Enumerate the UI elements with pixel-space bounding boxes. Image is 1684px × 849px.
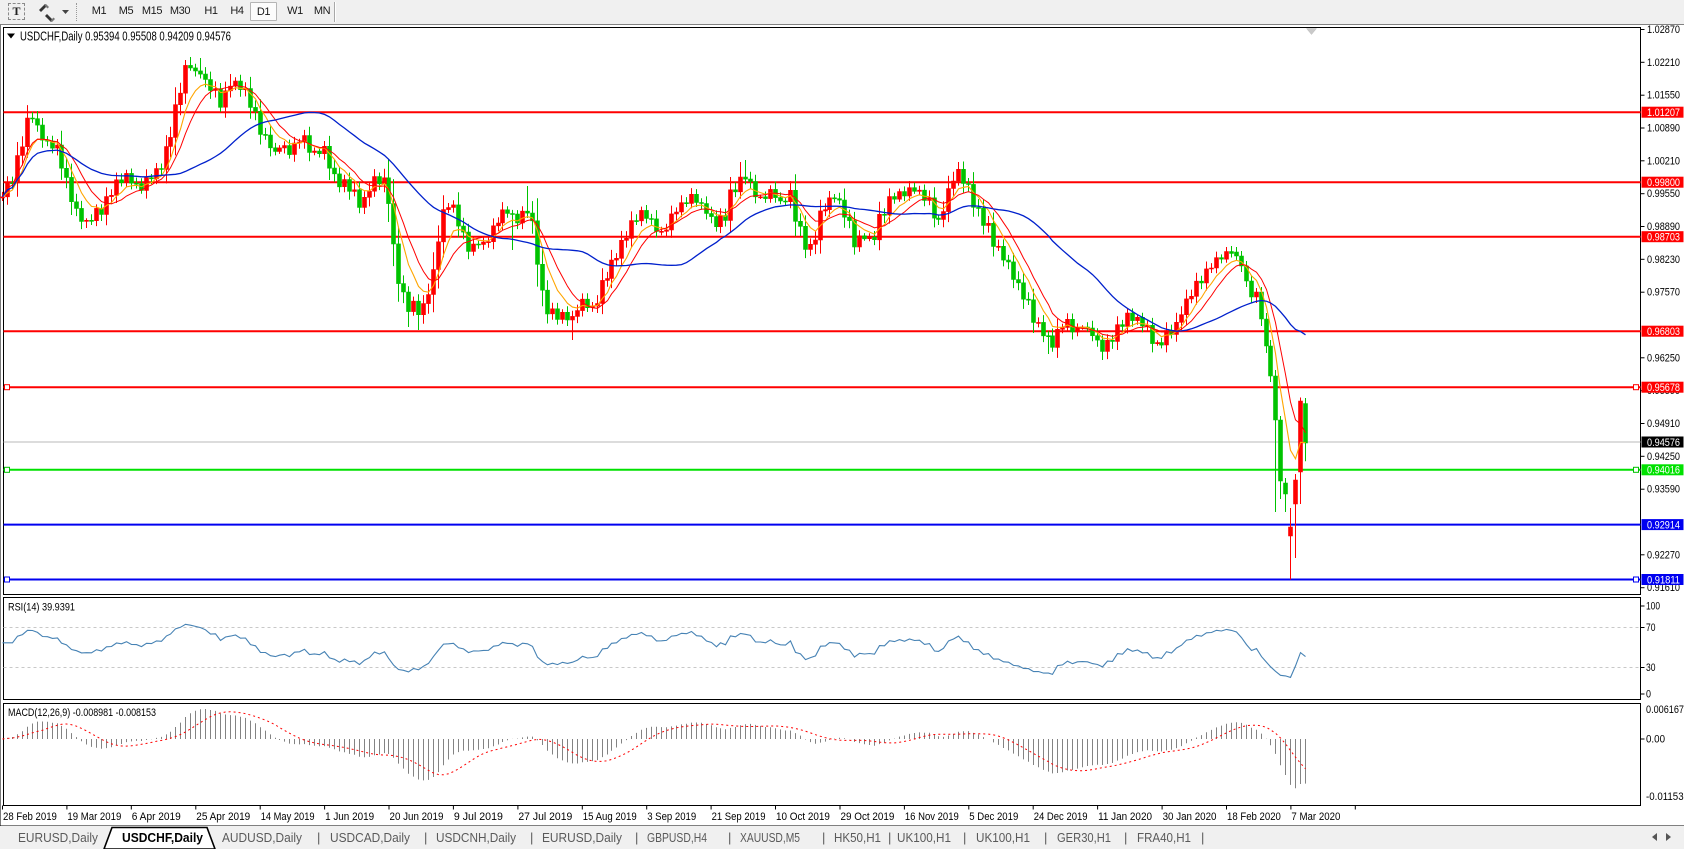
svg-text:15 Aug 2019: 15 Aug 2019 (583, 811, 637, 823)
svg-text:9 Jul 2019: 9 Jul 2019 (454, 811, 503, 823)
svg-text:0.95678: 0.95678 (1647, 382, 1680, 394)
svg-text:1.00210: 1.00210 (1647, 155, 1680, 167)
svg-text:0.91610: 0.91610 (1647, 582, 1680, 594)
svg-text:HK50,H1: HK50,H1 (834, 830, 881, 845)
svg-text:0.97570: 0.97570 (1647, 287, 1680, 299)
svg-text:0.98230: 0.98230 (1647, 254, 1680, 266)
svg-text:5 Dec 2019: 5 Dec 2019 (969, 811, 1018, 823)
svg-text:|: | (424, 830, 427, 845)
svg-text:1.00890: 1.00890 (1647, 123, 1680, 135)
svg-text:3 Sep 2019: 3 Sep 2019 (647, 811, 696, 823)
svg-text:0: 0 (1646, 689, 1651, 701)
svg-text:27 Jul 2019: 27 Jul 2019 (518, 811, 572, 823)
svg-text:19 Mar 2019: 19 Mar 2019 (67, 811, 121, 823)
svg-text:0.96803: 0.96803 (1647, 326, 1680, 338)
svg-text:0.006167: 0.006167 (1646, 704, 1684, 716)
svg-text:EURUSD,Daily: EURUSD,Daily (18, 830, 98, 845)
svg-text:1 Jun 2019: 1 Jun 2019 (325, 811, 374, 823)
svg-text:28 Feb 2019: 28 Feb 2019 (3, 811, 57, 823)
svg-text:18 Feb 2020: 18 Feb 2020 (1227, 811, 1281, 823)
svg-text:0.92914: 0.92914 (1647, 519, 1680, 531)
svg-text:|: | (822, 830, 825, 845)
svg-text:7 Mar 2020: 7 Mar 2020 (1291, 811, 1340, 823)
svg-text:GBPUSD,H4: GBPUSD,H4 (647, 830, 707, 845)
svg-text:RSI(14) 39.9391: RSI(14) 39.9391 (8, 602, 75, 614)
svg-text:0.91811: 0.91811 (1647, 574, 1680, 586)
svg-text:USDCAD,Daily: USDCAD,Daily (330, 830, 410, 845)
svg-text:1.01550: 1.01550 (1647, 90, 1680, 102)
svg-text:GER30,H1: GER30,H1 (1057, 830, 1111, 845)
svg-text:70: 70 (1646, 622, 1656, 634)
svg-text:-0.011531: -0.011531 (1646, 791, 1684, 803)
svg-text:0.93590: 0.93590 (1647, 484, 1680, 496)
svg-text:|: | (728, 830, 731, 845)
svg-text:FRA40,H1: FRA40,H1 (1137, 830, 1191, 845)
svg-text:1.02870: 1.02870 (1647, 24, 1680, 36)
svg-text:30: 30 (1646, 662, 1656, 674)
svg-text:0.94250: 0.94250 (1647, 451, 1680, 463)
svg-text:MACD(12,26,9) -0.008981 -0.008: MACD(12,26,9) -0.008981 -0.008153 (8, 707, 156, 719)
svg-text:29 Oct 2019: 29 Oct 2019 (841, 811, 895, 823)
svg-text:0.94910: 0.94910 (1647, 418, 1680, 430)
svg-text:0.99550: 0.99550 (1647, 188, 1680, 200)
svg-text:|: | (317, 830, 320, 845)
svg-text:UK100,H1: UK100,H1 (976, 830, 1030, 845)
svg-text:|: | (635, 830, 638, 845)
svg-text:|: | (1124, 830, 1127, 845)
svg-text:AUDUSD,Daily: AUDUSD,Daily (222, 830, 302, 845)
svg-text:UK100,H1: UK100,H1 (897, 830, 951, 845)
svg-text:0.98703: 0.98703 (1647, 232, 1680, 244)
svg-text:EURUSD,Daily: EURUSD,Daily (542, 830, 622, 845)
svg-text:0.99800: 0.99800 (1647, 177, 1680, 189)
svg-text:1.02210: 1.02210 (1647, 57, 1680, 69)
svg-text:XAUUSD,M5: XAUUSD,M5 (740, 830, 800, 845)
svg-text:21 Sep 2019: 21 Sep 2019 (712, 811, 766, 823)
svg-text:USDCHF,Daily 0.95394 0.95508: USDCHF,Daily 0.95394 0.95508 0.94209 0.9… (20, 30, 231, 44)
svg-text:16 Nov 2019: 16 Nov 2019 (905, 811, 959, 823)
svg-text:|: | (963, 830, 966, 845)
svg-text:1.01207: 1.01207 (1647, 107, 1680, 119)
svg-text:24 Dec 2019: 24 Dec 2019 (1034, 811, 1088, 823)
svg-text:0.94016: 0.94016 (1647, 465, 1680, 477)
svg-text:|: | (530, 830, 533, 845)
svg-text:30 Jan 2020: 30 Jan 2020 (1163, 811, 1217, 823)
svg-text:USDCNH,Daily: USDCNH,Daily (436, 830, 516, 845)
svg-text:10 Oct 2019: 10 Oct 2019 (776, 811, 830, 823)
svg-text:0.94576: 0.94576 (1647, 437, 1680, 449)
svg-text:14 May 2019: 14 May 2019 (261, 811, 315, 823)
svg-text:|: | (1044, 830, 1047, 845)
svg-text:0.92270: 0.92270 (1647, 549, 1680, 561)
svg-text:25 Apr 2019: 25 Apr 2019 (196, 811, 250, 823)
svg-text:6 Apr 2019: 6 Apr 2019 (132, 811, 181, 823)
svg-text:USDCHF,Daily: USDCHF,Daily (122, 830, 204, 845)
svg-text:|: | (888, 830, 891, 845)
svg-text:|: | (1201, 830, 1204, 845)
svg-text:0.98890: 0.98890 (1647, 221, 1680, 233)
svg-text:0.96250: 0.96250 (1647, 352, 1680, 364)
svg-text:100: 100 (1646, 601, 1660, 613)
svg-text:20 Jun 2019: 20 Jun 2019 (390, 811, 444, 823)
svg-text:11 Jan 2020: 11 Jan 2020 (1098, 811, 1152, 823)
svg-text:0.00: 0.00 (1646, 734, 1665, 746)
